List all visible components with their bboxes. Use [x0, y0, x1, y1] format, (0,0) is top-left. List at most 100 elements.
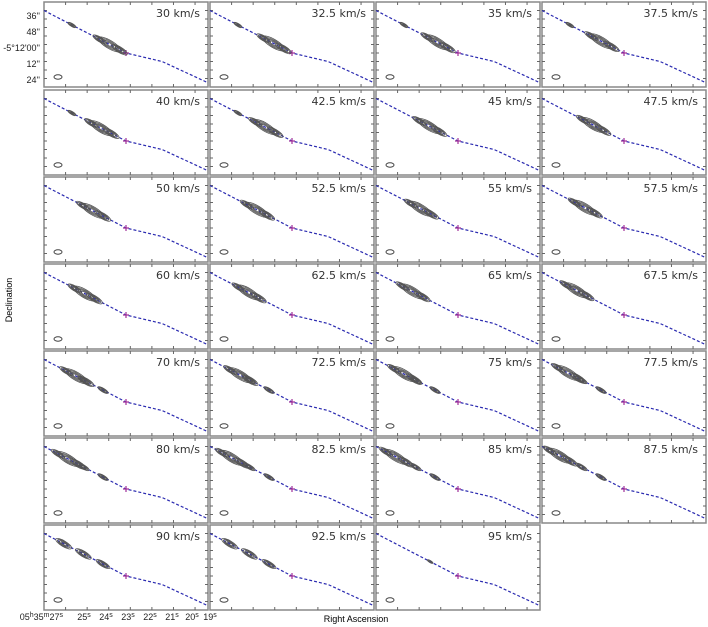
- emission-contour: [114, 46, 125, 53]
- emission-contour: [275, 42, 292, 55]
- emission-contour: [247, 378, 252, 382]
- emission-contour: [53, 450, 63, 457]
- emission-contour: [570, 199, 580, 206]
- channel-panel: 67.5 km/s: [541, 263, 707, 350]
- outflow-axis-line: [209, 97, 375, 172]
- emission-contour: [579, 465, 584, 469]
- source-marker: [289, 225, 295, 231]
- emission-contour: [586, 207, 603, 219]
- emission-contour: [585, 32, 598, 41]
- emission-contour: [572, 200, 578, 205]
- emission-contour: [226, 541, 233, 546]
- emission-contour: [60, 367, 73, 376]
- x-tick-label-part: s: [175, 612, 179, 619]
- source-marker: [455, 399, 461, 405]
- emission-contour: [399, 284, 406, 289]
- x-tick-label-part: m: [44, 612, 50, 619]
- emission-contour: [598, 388, 604, 392]
- panel-frame: [43, 1, 209, 88]
- emission-contour: [434, 127, 444, 135]
- emission-contour: [94, 210, 112, 222]
- emission-contour: [581, 292, 592, 299]
- velocity-label: 62.5 km/s: [311, 269, 366, 282]
- emission-contour: [63, 369, 70, 374]
- beam-ellipse: [53, 162, 63, 168]
- emission-contour: [415, 117, 424, 124]
- emission-contour: [432, 126, 446, 136]
- emission-contour: [606, 43, 617, 50]
- emission-contour: [81, 465, 86, 469]
- panel-frame: [43, 176, 209, 263]
- emission-contour: [76, 549, 90, 559]
- emission-contour: [244, 550, 255, 558]
- emission-contour: [58, 540, 69, 548]
- x-tick-label-part: 20: [185, 612, 195, 622]
- emission-contour: [390, 366, 399, 372]
- beam-ellipse: [219, 336, 229, 342]
- channel-panel: 42.5 km/s: [209, 89, 375, 176]
- beam-ellipse: [551, 74, 561, 80]
- emission-contour: [263, 560, 275, 569]
- emission-contour: [579, 290, 593, 300]
- emission-contour: [87, 294, 102, 304]
- beam-ellipse: [219, 510, 229, 516]
- emission-contour: [97, 560, 109, 569]
- emission-contour: [78, 463, 89, 471]
- emission-contour: [251, 119, 260, 125]
- channel-panel: 77.5 km/s: [541, 350, 707, 437]
- emission-contour: [224, 540, 235, 548]
- emission-contour: [77, 375, 95, 388]
- x-tick-label-part: 05: [20, 612, 30, 622]
- beam-ellipse: [385, 249, 395, 255]
- emission-contour: [381, 448, 391, 455]
- x-tick-label: 19s: [203, 612, 217, 622]
- emission-contour: [411, 464, 419, 470]
- emission-contour: [411, 377, 419, 383]
- emission-contour: [249, 118, 262, 126]
- emission-contour: [244, 202, 250, 207]
- emission-contour: [388, 365, 400, 373]
- beam-ellipse: [219, 162, 229, 168]
- emission-contour: [55, 451, 61, 456]
- velocity-label: 85 km/s: [488, 443, 532, 456]
- emission-contour: [69, 284, 81, 293]
- x-axis-label: Right Ascension: [324, 614, 389, 624]
- emission-contour: [542, 445, 558, 456]
- beam-ellipse: [551, 336, 561, 342]
- emission-contour: [238, 460, 245, 466]
- emission-contour: [236, 111, 240, 115]
- emission-contour: [242, 549, 256, 559]
- beam-ellipse: [219, 423, 229, 429]
- emission-contour: [406, 200, 416, 207]
- emission-contour: [78, 376, 89, 384]
- channel-panel: 30 km/s: [43, 1, 209, 88]
- channel-panel: 52.5 km/s: [209, 176, 375, 263]
- emission-contour: [413, 117, 425, 125]
- emission-contour: [435, 128, 443, 134]
- emission-contour: [241, 200, 253, 209]
- velocity-label: 47.5 km/s: [643, 95, 698, 108]
- emission-contour: [111, 43, 128, 56]
- emission-contour: [80, 203, 86, 208]
- source-marker: [123, 138, 129, 144]
- emission-contour: [88, 121, 95, 126]
- channel-panel: 85 km/s: [375, 437, 541, 524]
- emission-contour: [413, 290, 431, 303]
- emission-contour: [216, 448, 228, 457]
- beam-ellipse: [551, 423, 561, 429]
- emission-contour: [583, 293, 590, 298]
- velocity-label: 77.5 km/s: [643, 356, 698, 369]
- emission-contour: [70, 285, 79, 292]
- emission-contour: [59, 366, 74, 377]
- beam-ellipse: [53, 510, 63, 516]
- x-tick-label: 22s: [143, 612, 157, 622]
- source-marker: [289, 399, 295, 405]
- panel-frame: [209, 350, 375, 437]
- emission-contour: [219, 450, 225, 455]
- emission-contour: [96, 211, 110, 221]
- x-tick-label-part: s: [195, 612, 199, 619]
- emission-contour: [380, 447, 392, 456]
- beam-ellipse: [385, 74, 395, 80]
- panel-frame: [209, 437, 375, 524]
- x-tick-label-part: 22: [143, 612, 153, 622]
